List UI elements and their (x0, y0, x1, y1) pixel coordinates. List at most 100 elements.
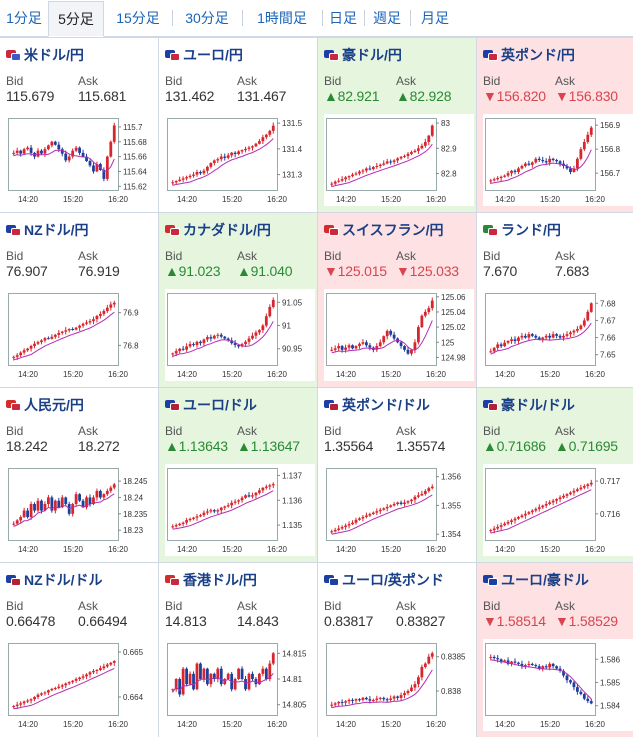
pair-title-link[interactable]: NZドル/ドル (6, 570, 103, 590)
rate-card[interactable]: 英ポンド/ドル Bid Ask 1.35564 1.35574 1.356 1.355 1.3… (318, 388, 476, 562)
rate-card[interactable]: 豪ドル/ドル Bid Ask ▲0.71686 ▲0.71695 0.717 0.716 14… (477, 388, 633, 562)
mini-chart[interactable]: 1.586 1.585 1.584 14:20 15:20 16:20 (483, 639, 633, 731)
pair-title-link[interactable]: 豪ドル/円 (324, 45, 402, 65)
rate-card[interactable]: ユーロ/豪ドル Bid Ask ▼1.58514 ▼1.58529 1.586 1.585 1… (477, 563, 633, 737)
bid-label: Bid (324, 74, 342, 88)
candle-body (576, 158, 579, 169)
mini-chart[interactable]: 91.05 91 90.95 14:20 15:20 16:20 (165, 289, 315, 381)
pair-name: 豪ドル/円 (342, 47, 402, 63)
candle-body (392, 334, 396, 339)
mini-chart[interactable]: 7.68 7.67 7.66 7.65 14:20 15:20 16:20 (483, 289, 633, 381)
pair-title-link[interactable]: ユーロ/円 (165, 45, 243, 65)
candle-body (26, 147, 29, 150)
rate-card[interactable]: NZドル/ドル Bid Ask 0.66478 0.66494 0.665 0.664 14:… (0, 563, 158, 737)
candle-body (375, 511, 379, 513)
rate-card[interactable]: カナダドル/円 Bid Ask ▲91.023 ▲91.040 91.05 91 90.95 1… (159, 213, 317, 387)
candle-body (489, 351, 493, 353)
rate-card[interactable]: ユーロ/英ポンド Bid Ask 0.83817 0.83827 0.8385 0.838 1… (318, 563, 476, 737)
x-tick-label: 16:20 (585, 720, 606, 729)
candle-body (174, 679, 178, 690)
rate-card[interactable]: 香港ドル/円 Bid Ask 14.813 14.843 14.815 14.81 14.80… (159, 563, 317, 737)
mini-chart[interactable]: 0.665 0.664 14:20 15:20 16:20 (6, 639, 156, 731)
mini-chart[interactable]: 131.5 131.4 131.3 14:20 15:20 16:20 (165, 114, 315, 206)
pair-title-link[interactable]: スイスフラン/円 (324, 220, 443, 240)
candle-body (199, 341, 202, 344)
candle-body (216, 510, 220, 512)
candle-body (423, 142, 427, 146)
currency-flag-icon (483, 399, 498, 411)
mini-chart[interactable]: 115.7 115.68 115.66 115.64 115.62 14:20 15:20 1… (6, 114, 156, 206)
candle-body (47, 497, 50, 504)
rate-card[interactable]: 米ドル/円 Bid Ask 115.679 115.681 115.7 115.68 115.… (0, 38, 158, 212)
candle-body (333, 181, 337, 184)
candle-body (365, 342, 368, 346)
tab-0[interactable]: 1分足 (6, 10, 42, 26)
candle-body (178, 179, 182, 181)
candle-body (60, 497, 64, 508)
y-tick-label: 0.665 (123, 648, 144, 657)
tab-7[interactable]: 月足 (410, 0, 460, 36)
x-tick-label: 16:20 (108, 545, 129, 554)
rate-card[interactable]: ユーロ/円 Bid Ask 131.462 131.467 131.5 131.4 131.3… (159, 38, 317, 212)
y-tick-label: 131.5 (282, 119, 303, 128)
candle-body (427, 488, 431, 492)
rate-card[interactable]: ユーロ/ドル Bid Ask ▲1.13643 ▲1.13647 1.137 1.136 1.… (159, 388, 317, 562)
mini-chart[interactable]: 1.137 1.136 1.135 14:20 15:20 16:20 (165, 464, 315, 556)
pair-title-link[interactable]: カナダドル/円 (165, 220, 271, 240)
mini-chart[interactable]: 76.9 76.8 14:20 15:20 16:20 (6, 289, 156, 381)
candle-body (230, 502, 234, 506)
rate-card[interactable]: 英ポンド/円 Bid Ask ▼156.820 ▼156.830 156.9 156.8 15… (477, 38, 633, 212)
pair-title-link[interactable]: 香港ドル/円 (165, 570, 257, 590)
mini-chart[interactable]: 0.717 0.716 14:20 15:20 16:20 (483, 464, 633, 556)
tab-5[interactable]: 日足 (322, 0, 364, 36)
candle-body (399, 695, 403, 698)
pair-title-link[interactable]: 英ポンド/円 (483, 45, 575, 65)
pair-title-link[interactable]: ユーロ/英ポンド (324, 570, 444, 590)
rate-card[interactable]: ランド/円 Bid Ask 7.670 7.683 7.68 7.67 7.66 7.65 14:… (477, 213, 633, 387)
mini-chart[interactable]: 0.8385 0.838 14:20 15:20 16:20 (324, 639, 474, 731)
mini-chart[interactable]: 156.9 156.8 156.7 14:20 15:20 16:20 (483, 114, 633, 206)
rate-card[interactable]: 人民元/円 Bid Ask 18.242 18.272 18.245 18.24 18.235… (0, 388, 158, 562)
tab-1[interactable]: 5分足 (48, 0, 104, 37)
mini-chart-svg: 76.9 76.8 14:20 15:20 16:20 (8, 293, 139, 379)
tab-4[interactable]: 1時間足 (242, 0, 322, 36)
mini-chart[interactable]: 18.245 18.24 18.235 18.23 14:20 15:20 16:20 (6, 464, 156, 556)
candle-body (26, 348, 29, 351)
ask-value: 0.83827 (396, 613, 446, 629)
pair-title-link[interactable]: ランド/円 (483, 220, 561, 240)
pair-title-link[interactable]: ユーロ/豪ドル (483, 570, 589, 590)
tab-6[interactable]: 週足 (364, 0, 410, 36)
candle-body (399, 502, 403, 504)
mini-chart[interactable]: 83 82.9 82.8 14:20 15:20 16:20 (324, 114, 474, 206)
mini-chart[interactable]: 1.356 1.355 1.354 14:20 15:20 16:20 (324, 464, 474, 556)
candle-body (202, 339, 206, 344)
candle-body (558, 161, 562, 164)
rate-card[interactable]: 豪ドル/円 Bid Ask ▲82.921 ▲82.928 83 82.9 82.8 14:20… (318, 38, 476, 212)
candle-body (244, 495, 247, 498)
candle-body (389, 161, 393, 163)
pair-title-link[interactable]: ユーロ/ドル (165, 395, 257, 415)
rate-card[interactable]: NZドル/円 Bid Ask 76.907 76.919 76.9 76.8 14:20 15:… (0, 213, 158, 387)
pair-title-link[interactable]: 豪ドル/ドル (483, 395, 575, 415)
candle-body (565, 166, 569, 169)
tab-3[interactable]: 30分足 (172, 0, 242, 36)
pair-title-link[interactable]: 英ポンド/ドル (324, 395, 430, 415)
candle-body (226, 155, 230, 158)
ask-value: 131.467 (237, 88, 287, 104)
ask-value: ▲82.928 (396, 88, 452, 104)
candle-body (333, 529, 337, 532)
mini-chart[interactable]: 14.815 14.81 14.805 14:20 15:20 16:20 (165, 639, 315, 731)
pair-title-link[interactable]: NZドル/円 (6, 220, 89, 240)
x-tick-label: 15:20 (222, 370, 243, 379)
mini-chart[interactable]: 125.06 125.04 125.02 125 124.98 14:20 15:20 16:… (324, 289, 474, 381)
tab-2[interactable]: 15分足 (116, 10, 160, 26)
candle-body (351, 174, 354, 177)
candle-body (261, 325, 265, 331)
rate-card[interactable]: スイスフラン/円 Bid Ask ▼125.015 ▼125.033 125.06 125.… (318, 213, 476, 387)
pair-title-link[interactable]: 米ドル/円 (6, 45, 84, 65)
pair-title-link[interactable]: 人民元/円 (6, 395, 84, 415)
candle-body (396, 158, 399, 161)
y-tick-label: 18.235 (123, 510, 148, 519)
candle-body (365, 515, 368, 517)
candle-body (368, 345, 372, 348)
